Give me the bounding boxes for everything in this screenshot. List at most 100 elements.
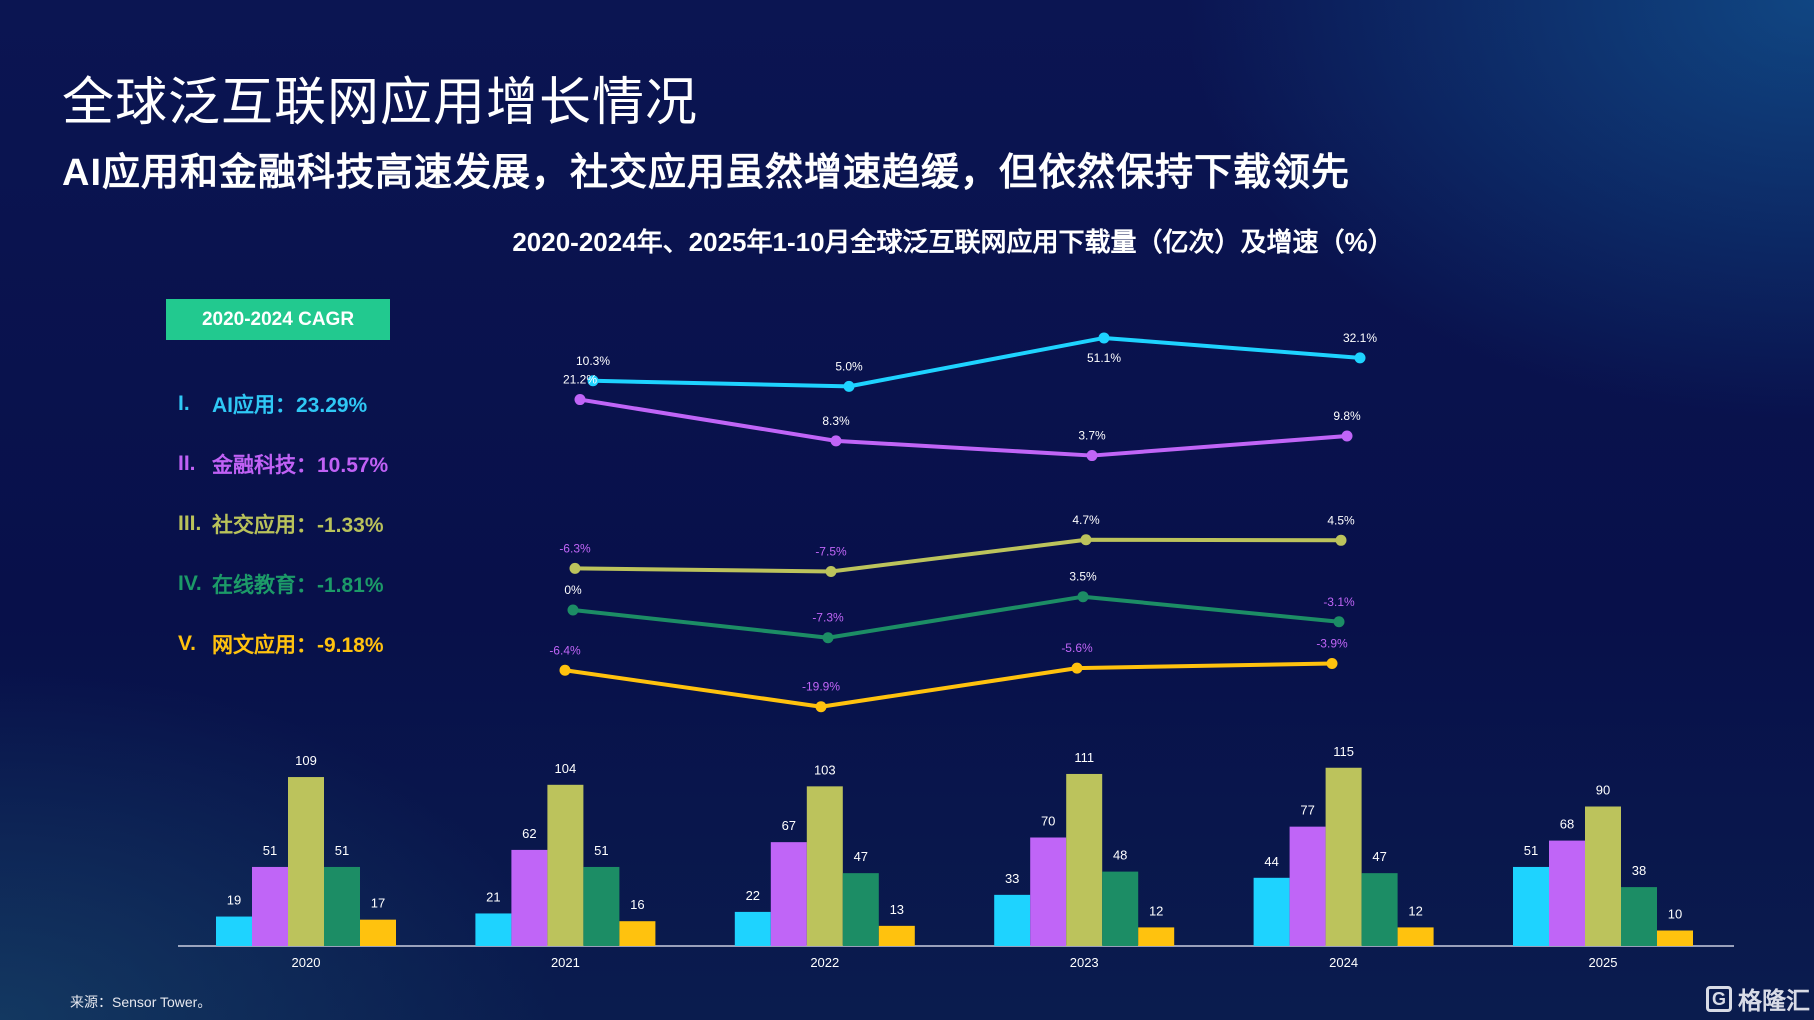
bar (1513, 866, 1549, 946)
growth-label: 5.0% (835, 359, 863, 373)
logo-mark-icon: G (1706, 985, 1732, 1012)
bar-value-label: 21 (486, 889, 500, 904)
bar-value-label: 44 (1264, 854, 1278, 869)
growth-label: -7.5% (815, 545, 847, 559)
bar (1138, 927, 1175, 946)
bar (806, 786, 843, 946)
growth-point (1326, 658, 1338, 670)
cagr-item: IV. 在线教育：-1.81% (178, 554, 388, 614)
bar-value-label: 12 (1408, 903, 1422, 918)
growth-point (1098, 332, 1110, 344)
page-title: 全球泛互联网应用增长情况 (62, 74, 699, 132)
bar (324, 866, 360, 946)
growth-point (1080, 534, 1092, 546)
bar (360, 919, 396, 946)
bar-value-label: 103 (814, 762, 836, 777)
growth-point (559, 664, 571, 676)
bar-value-label: 47 (854, 849, 868, 864)
growth-label: 3.5% (1069, 570, 1097, 584)
cagr-item-number: I. (178, 392, 190, 415)
growth-label: -19.9% (802, 680, 840, 694)
bar (547, 784, 584, 946)
bar (1361, 873, 1398, 946)
growth-point (1335, 534, 1347, 546)
growth-point (830, 435, 842, 447)
growth-label: -7.3% (812, 611, 844, 625)
bar (1397, 927, 1434, 946)
cagr-header: 2020-2024 CAGR (166, 299, 390, 340)
bar-value-label: 16 (630, 897, 644, 912)
bar-value-label: 67 (782, 818, 796, 833)
growth-point (574, 394, 586, 406)
bar-value-label: 62 (522, 826, 536, 841)
brand-logo: G 格隆汇 (1706, 981, 1810, 1016)
bar (1102, 871, 1139, 946)
bar (1325, 767, 1362, 946)
bar-value-label: 48 (1113, 848, 1127, 863)
bar-value-label: 51 (594, 843, 608, 858)
bar (619, 921, 656, 946)
growth-point (1077, 591, 1089, 603)
bar-value-label: 90 (1596, 783, 1610, 798)
bar (1066, 773, 1103, 946)
bar (475, 913, 512, 946)
bar-value-label: 111 (1074, 750, 1094, 765)
growth-label: -6.3% (559, 541, 591, 555)
source-note: 来源：Sensor Tower。 (70, 994, 212, 1010)
chart-title: 2020-2024年、2025年1-10月全球泛互联网应用下载量（亿次）及增速（… (512, 227, 1394, 257)
bar-value-label: 22 (746, 888, 760, 903)
growth-point (815, 701, 827, 713)
growth-point (1086, 450, 1098, 462)
x-tick-label: 2024 (1329, 955, 1358, 970)
bar (878, 925, 915, 946)
bar-value-label: 47 (1372, 849, 1386, 864)
cagr-item-text: 社交应用：-1.33% (212, 514, 384, 537)
cagr-item-text: 在线教育：-1.81% (212, 574, 384, 597)
growth-line (571, 594, 1341, 640)
bar (1289, 826, 1326, 946)
cagr-item-text: 金融科技：10.57% (212, 454, 389, 477)
bar (1253, 877, 1290, 946)
bar-value-label: 10 (1668, 907, 1682, 922)
bar-value-label: 19 (227, 893, 241, 908)
bar-value-label: 70 (1041, 814, 1055, 829)
bar (842, 873, 879, 946)
bar-value-label: 68 (1560, 817, 1574, 832)
bar-value-label: 77 (1300, 803, 1314, 818)
growth-label: 32.1% (1343, 331, 1377, 345)
bar-value-label: 109 (295, 753, 317, 768)
cagr-item: III. 社交应用：-1.33% (178, 494, 388, 554)
x-tick-label: 2020 (292, 955, 321, 970)
cagr-item: II. 金融科技：10.57% (178, 434, 388, 494)
growth-label: -3.9% (1316, 637, 1348, 651)
bar (583, 866, 620, 946)
bar (1657, 930, 1693, 946)
growth-label: 3.7% (1078, 429, 1106, 443)
growth-label: 10.3% (576, 354, 610, 368)
growth-point (569, 562, 581, 574)
growth-point (822, 632, 834, 644)
x-tick-label: 2023 (1070, 955, 1099, 970)
growth-point (1354, 352, 1366, 364)
x-tick-label: 2021 (551, 955, 580, 970)
growth-label: 9.8% (1333, 409, 1361, 423)
cagr-item-number: II. (178, 452, 196, 475)
bar-value-label: 33 (1005, 871, 1019, 886)
bar (770, 842, 807, 946)
bar (511, 849, 548, 946)
growth-label: 21.2% (563, 373, 597, 387)
bar (1030, 837, 1067, 946)
bar (994, 894, 1031, 946)
growth-label: 8.3% (822, 414, 850, 428)
growth-point (843, 380, 855, 392)
cagr-item-text: 网文应用：-9.18% (212, 634, 384, 657)
growth-point (825, 566, 837, 577)
growth-label: -3.1% (1323, 595, 1355, 609)
bar (216, 916, 252, 946)
cagr-item-number: III. (178, 512, 202, 535)
bar-value-label: 38 (1632, 863, 1646, 878)
growth-label: -5.6% (1061, 641, 1093, 655)
bar-value-label: 115 (1333, 744, 1354, 759)
cagr-item-number: IV. (178, 572, 202, 595)
